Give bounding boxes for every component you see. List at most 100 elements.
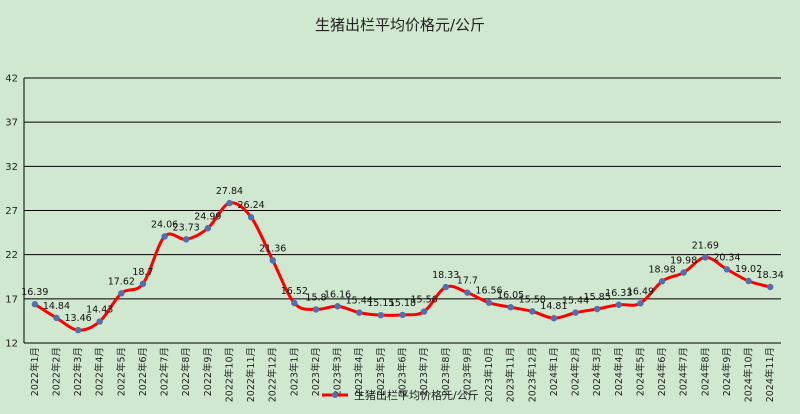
- x-tick-label: 2024年3月: [591, 347, 603, 396]
- data-label: 16.52: [281, 286, 308, 297]
- y-tick-label: 22: [5, 250, 18, 261]
- chart-title: 生猪出栏平均价格元/公斤: [315, 16, 485, 34]
- y-tick-label: 42: [5, 74, 18, 85]
- data-label: 15.15: [367, 298, 394, 309]
- x-tick-label: 2022年6月: [137, 347, 149, 396]
- data-point: [377, 311, 385, 319]
- x-tick-label: 2024年10月: [743, 347, 755, 402]
- data-label: 18.98: [648, 264, 675, 275]
- x-tick-label: 2023年5月: [375, 347, 387, 396]
- x-tick-label: 2022年7月: [159, 347, 171, 396]
- x-tick-label: 2024年2月: [570, 347, 582, 396]
- data-point: [702, 254, 709, 261]
- x-tick-label: 2022年4月: [94, 347, 106, 396]
- y-tick-label: 27: [5, 206, 18, 217]
- x-tick-label: 2024年5月: [634, 347, 646, 396]
- data-label: 21.69: [692, 240, 719, 251]
- data-label: 27.84: [216, 186, 243, 197]
- x-tick-label: 2022年10月: [223, 347, 235, 402]
- x-axis-ticks: 2022年1月 2022年2月 2022年3月 2022年4月 2022年5月 2022年…: [29, 347, 776, 402]
- data-point: [247, 214, 255, 221]
- x-tick-label: 2023年3月: [332, 347, 344, 396]
- data-point: [529, 308, 536, 315]
- data-point: [226, 199, 233, 207]
- x-tick-label: 2024年7月: [678, 347, 690, 396]
- data-label: 14.81: [540, 301, 567, 312]
- x-tick-label: 2022年5月: [115, 347, 127, 396]
- data-label: 17.62: [108, 276, 135, 287]
- data-point: [745, 277, 752, 285]
- x-tick-label: 2023年2月: [310, 347, 322, 396]
- y-tick-label: 12: [5, 339, 18, 350]
- x-tick-label: 2022年9月: [202, 347, 214, 396]
- x-tick-label: 2022年11月: [245, 347, 257, 402]
- data-label: 17.7: [457, 276, 478, 287]
- data-label: 15.58: [519, 294, 546, 305]
- x-tick-label: 2024年9月: [721, 347, 733, 396]
- data-label: 14.43: [86, 305, 113, 316]
- x-tick-label: 2023年4月: [353, 347, 365, 396]
- x-tick-label: 2022年12月: [267, 347, 279, 402]
- data-label: 23.73: [173, 222, 200, 233]
- data-point: [550, 314, 558, 322]
- x-tick-label: 2024年11月: [764, 347, 776, 402]
- legend-label: 生猪出栏平均价格元/公斤: [354, 388, 479, 402]
- data-point: [334, 303, 341, 310]
- data-point: [269, 257, 276, 264]
- data-point: [53, 314, 60, 322]
- x-tick-label: 2022年1月: [29, 347, 41, 396]
- data-point: [637, 300, 644, 307]
- data-point: [593, 305, 601, 313]
- data-label: 16.33: [605, 288, 632, 299]
- data-point: [183, 236, 190, 243]
- grid-lines: [23, 77, 781, 344]
- data-labels: 16.3914.8413.4614.4317.6218.724.0623.732…: [21, 186, 784, 324]
- data-label: 24.06: [151, 219, 178, 230]
- data-point: [74, 326, 82, 334]
- data-point: [96, 318, 103, 325]
- data-label: 20.34: [713, 252, 740, 263]
- data-point: [485, 299, 493, 306]
- x-tick-label: 2024年1月: [548, 347, 560, 396]
- x-tick-label: 2022年2月: [50, 347, 62, 396]
- data-point: [139, 280, 147, 288]
- data-label: 24.99: [194, 211, 221, 222]
- data-label: 16.16: [324, 289, 351, 300]
- data-point: [766, 283, 774, 291]
- data-point: [291, 299, 298, 307]
- series-group: [31, 199, 774, 334]
- x-tick-label: 2023年7月: [418, 347, 430, 396]
- data-point: [464, 289, 471, 296]
- x-tick-label: 2023年1月: [288, 347, 300, 396]
- x-tick-label: 2022年3月: [72, 347, 84, 396]
- x-tick-label: 2023年6月: [397, 347, 409, 396]
- data-label: 18.34: [757, 270, 784, 281]
- data-label: 18.33: [432, 270, 459, 281]
- data-label: 15.44: [346, 296, 373, 307]
- y-tick-label: 17: [5, 294, 18, 305]
- data-label: 16.56: [475, 286, 502, 297]
- legend-marker: [332, 392, 338, 398]
- y-tick-label: 32: [5, 162, 18, 173]
- x-tick-label: 2023年8月: [440, 347, 452, 396]
- data-label: 16.05: [497, 290, 524, 301]
- x-tick-label: 2023年12月: [526, 347, 538, 402]
- y-axis-ticks: 12 17 22 27 32 37 42: [5, 74, 18, 350]
- y-tick-label: 37: [5, 118, 18, 129]
- data-point: [658, 278, 666, 285]
- x-tick-label: 2022年8月: [180, 347, 192, 396]
- x-tick-label: 2024年8月: [699, 347, 711, 396]
- data-point: [615, 301, 622, 308]
- data-label: 21.36: [259, 243, 286, 254]
- data-label: 15.44: [562, 296, 589, 307]
- data-point: [31, 301, 39, 308]
- data-point: [118, 290, 125, 297]
- data-point: [723, 266, 731, 273]
- x-tick-label: 2023年9月: [461, 347, 473, 396]
- data-point: [161, 233, 168, 240]
- data-label: 14.84: [43, 301, 70, 312]
- data-label: 15.8: [305, 292, 326, 303]
- data-point: [399, 311, 406, 319]
